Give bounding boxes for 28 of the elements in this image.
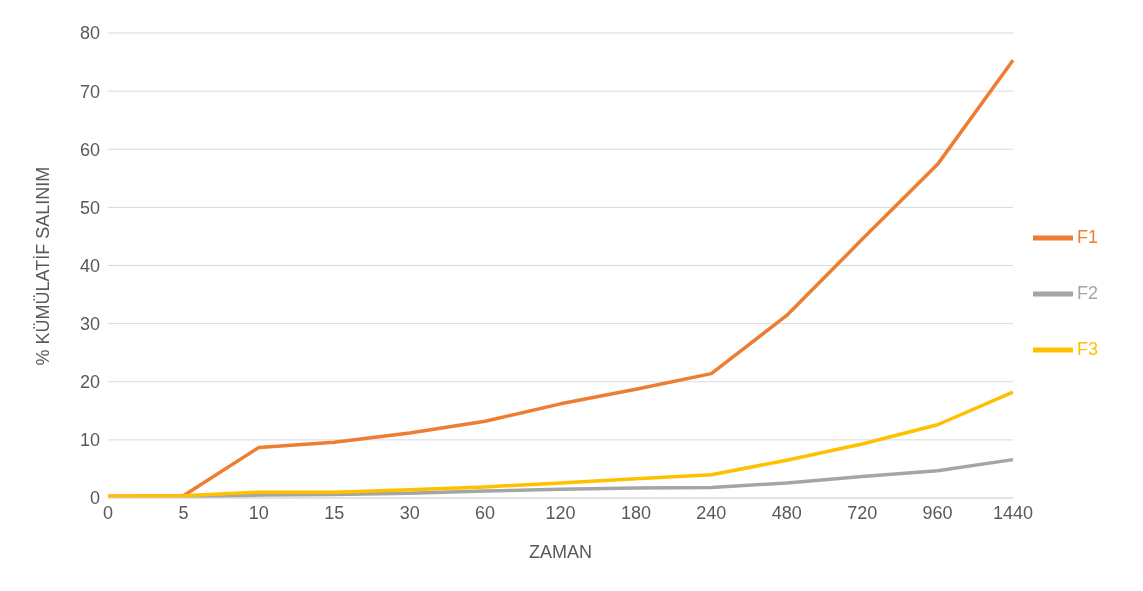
y-axis-title: % KÜMÜLATİF SALINIM [33,166,54,366]
x-tick-label: 60 [475,502,496,523]
x-tick-label: 5 [178,502,189,523]
y-tick-label: 20 [79,372,100,393]
y-tick-label: 10 [79,430,100,451]
x-axis-title: ZAMAN [528,542,592,562]
x-tick-label: 30 [399,502,420,523]
y-tick-label: 60 [79,139,100,160]
line-series [106,390,1015,498]
x-tick-label: 15 [324,502,345,523]
legend-label: F2 [1076,283,1098,303]
x-tick-label: 480 [771,502,802,523]
x-tick-label: 180 [620,502,651,523]
y-tick-label: 40 [79,255,100,276]
x-tick-label: 120 [545,502,576,523]
legend-label: F1 [1076,227,1098,247]
y-tick-label: 70 [79,81,100,102]
x-tick-label: 720 [847,502,878,523]
x-tick-label: 1440 [992,502,1034,523]
x-tick-label: 960 [922,502,953,523]
x-tick-label: 0 [102,502,114,523]
legend-label: F3 [1076,339,1098,359]
x-tick-label: 10 [248,502,269,523]
y-tick-label: 30 [79,314,100,335]
y-tick-label: 50 [79,197,100,218]
x-tick-label: 240 [696,502,727,523]
y-tick-label: 80 [79,23,100,44]
y-tick-label: 0 [89,488,100,509]
